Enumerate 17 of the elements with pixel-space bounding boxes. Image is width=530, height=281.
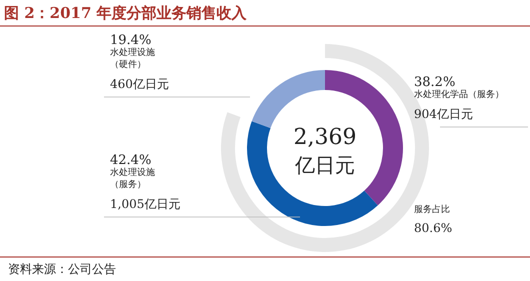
donut-slice: [247, 121, 378, 226]
text: 38.2%: [414, 75, 456, 90]
data-label: 1,005亿日元: [110, 197, 180, 211]
data-label: 904亿日元: [414, 107, 473, 121]
donut-slice: [252, 70, 325, 128]
slice-label: 水处理设施（服务）: [110, 167, 156, 191]
chart-title: 图 2：2017 年度分部业务销售收入: [4, 4, 248, 22]
text: 亿日元: [294, 153, 355, 177]
text: 资料来源：公司公告: [8, 262, 116, 276]
text: 42.4%: [110, 153, 152, 168]
text: 19.4%: [110, 33, 152, 48]
data-label: 460亿日元: [110, 77, 169, 91]
slice-label: 服务占比: [414, 204, 450, 215]
slice-label: 水处理设施（硬件）: [110, 47, 156, 71]
slice-label: 水处理化学品（服务）: [414, 89, 505, 101]
text: 2,369: [294, 125, 356, 150]
data-label: 80.6%: [414, 221, 452, 235]
